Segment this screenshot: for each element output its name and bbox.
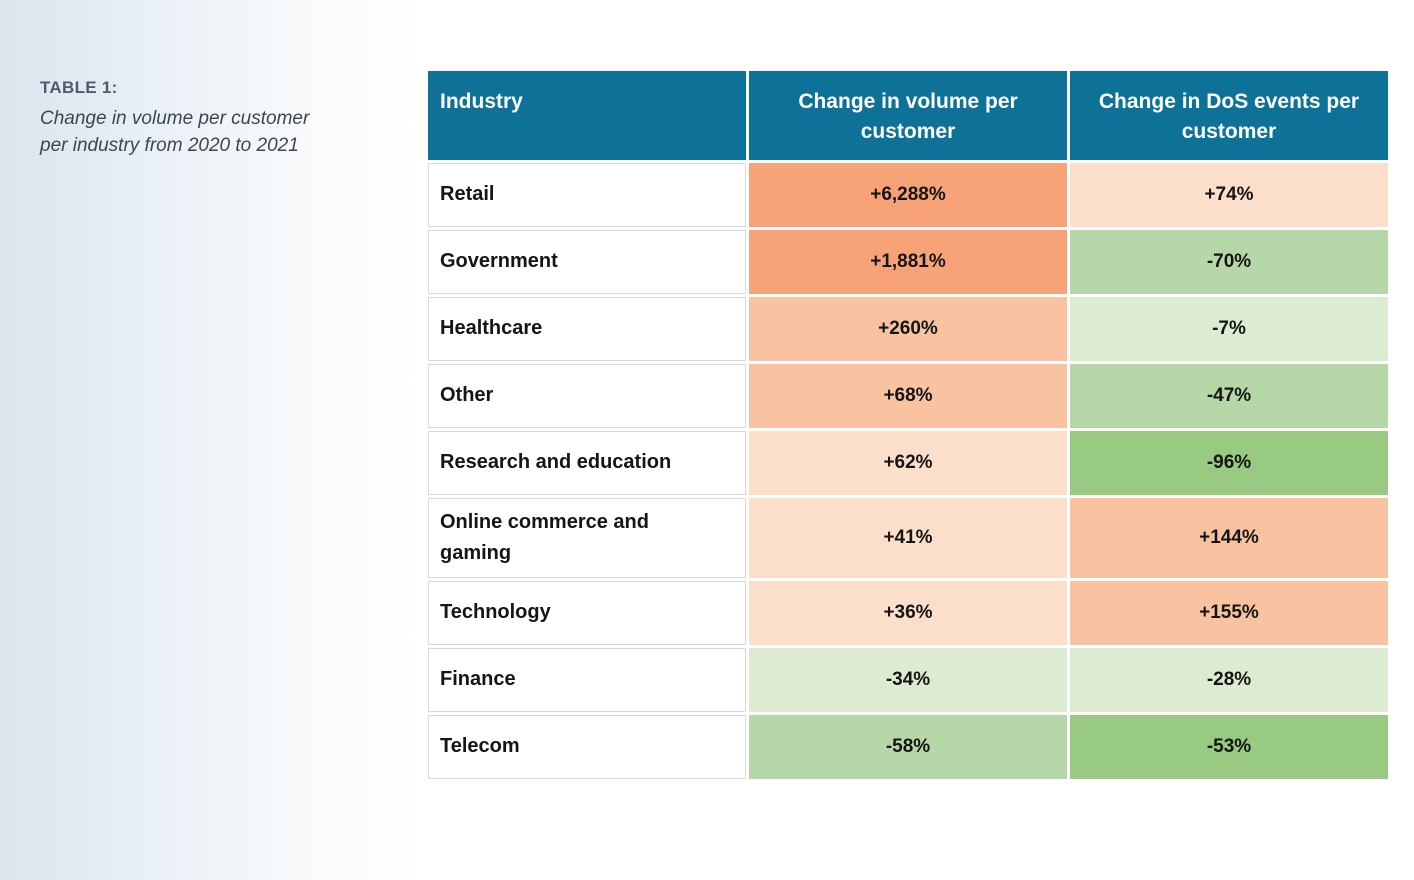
table-row: Other +68% -47%: [428, 363, 1388, 428]
table-caption: TABLE 1: Change in volume per customer p…: [40, 78, 370, 160]
dos-change-cell: -7%: [1070, 296, 1388, 361]
table-caption-description: Change in volume per customer per indust…: [40, 106, 370, 160]
table-row: Healthcare +260% -7%: [428, 296, 1388, 361]
dos-change-cell: -70%: [1070, 229, 1388, 294]
column-header-industry: Industry: [428, 71, 746, 160]
table-row: Online commerce and gaming +41% +144%: [428, 497, 1388, 578]
industry-cell: Research and education: [428, 430, 746, 495]
industry-cell: Healthcare: [428, 296, 746, 361]
column-header-dos-change: Change in DoS events per customer: [1070, 71, 1388, 160]
industry-cell: Online commerce and gaming: [428, 497, 746, 578]
caption-line-2: per industry from 2020 to 2021: [40, 134, 299, 156]
table-row: Finance -34% -28%: [428, 647, 1388, 712]
industry-cell: Finance: [428, 647, 746, 712]
dos-change-cell: -47%: [1070, 363, 1388, 428]
table-row: Government +1,881% -70%: [428, 229, 1388, 294]
volume-change-cell: +36%: [749, 580, 1067, 645]
industry-cell: Technology: [428, 580, 746, 645]
volume-change-cell: -34%: [749, 647, 1067, 712]
industry-cell: Other: [428, 363, 746, 428]
volume-change-cell: +260%: [749, 296, 1067, 361]
dos-change-cell: -96%: [1070, 430, 1388, 495]
dos-change-cell: +144%: [1070, 497, 1388, 578]
industry-cell: Government: [428, 229, 746, 294]
dos-change-cell: -28%: [1070, 647, 1388, 712]
volume-change-cell: +68%: [749, 363, 1067, 428]
volume-change-cell: +1,881%: [749, 229, 1067, 294]
table-row: Research and education +62% -96%: [428, 430, 1388, 495]
table-row: Retail +6,288% +74%: [428, 162, 1388, 227]
volume-change-cell: +6,288%: [749, 162, 1067, 227]
table-header-row: Industry Change in volume per customer C…: [428, 71, 1388, 160]
dos-change-cell: -53%: [1070, 714, 1388, 779]
industry-cell: Telecom: [428, 714, 746, 779]
industry-cell: Retail: [428, 162, 746, 227]
volume-change-cell: +62%: [749, 430, 1067, 495]
industry-change-table: Industry Change in volume per customer C…: [425, 68, 1391, 782]
table-caption-label: TABLE 1:: [40, 78, 118, 97]
table-row: Technology +36% +155%: [428, 580, 1388, 645]
industry-change-table-container: Industry Change in volume per customer C…: [425, 68, 1391, 782]
volume-change-cell: +41%: [749, 497, 1067, 578]
table-body: Retail +6,288% +74% Government +1,881% -…: [428, 162, 1388, 779]
caption-line-1: Change in volume per customer: [40, 108, 310, 129]
table-header: Industry Change in volume per customer C…: [428, 71, 1388, 160]
dos-change-cell: +74%: [1070, 162, 1388, 227]
volume-change-cell: -58%: [749, 714, 1067, 779]
column-header-volume-change: Change in volume per customer: [749, 71, 1067, 160]
dos-change-cell: +155%: [1070, 580, 1388, 645]
table-row: Telecom -58% -53%: [428, 714, 1388, 779]
